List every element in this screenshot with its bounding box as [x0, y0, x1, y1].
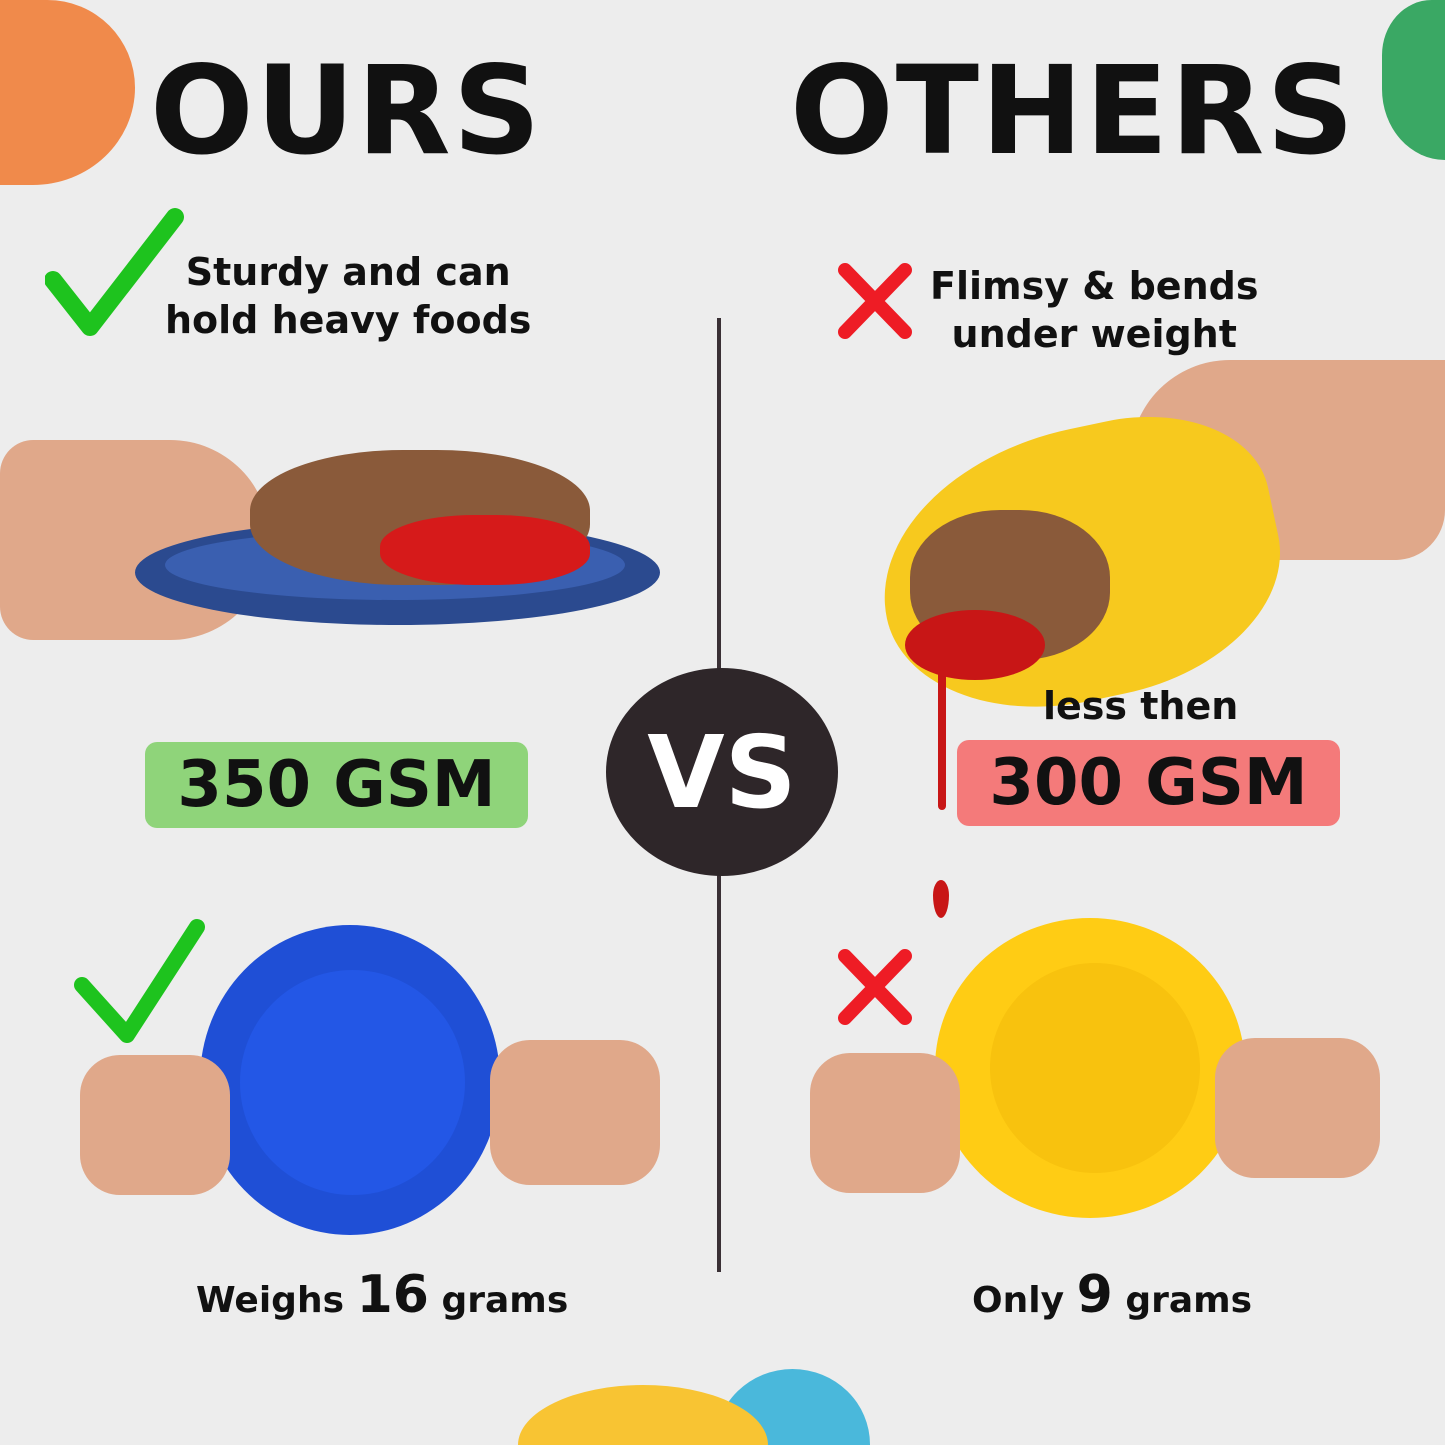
decor-circle-orange	[0, 0, 135, 185]
others-claim: Flimsy & bends under weight	[930, 262, 1258, 358]
others-claim-line1: Flimsy & bends	[930, 264, 1259, 308]
decor-circle-green	[1382, 0, 1445, 160]
ours-gsm-badge: 350 GSM	[145, 742, 528, 828]
ours-heading: OURS	[150, 40, 543, 182]
ours-claim-line1: Sturdy and can	[185, 250, 511, 294]
vs-badge: VS	[606, 668, 838, 876]
others-gsm-badge: 300 GSM	[957, 740, 1340, 826]
others-plate-image	[810, 918, 1380, 1233]
others-weight-prefix: Only	[972, 1280, 1065, 1321]
others-heading: OTHERS	[790, 40, 1357, 182]
ours-weight-prefix: Weighs	[196, 1280, 345, 1321]
ours-claim-line2: hold heavy foods	[165, 298, 532, 342]
ours-weight-value: 16	[356, 1265, 429, 1325]
decor-circle-yellow	[518, 1385, 768, 1445]
others-weight: Only 9 grams	[972, 1265, 1252, 1325]
others-weight-unit: grams	[1125, 1280, 1253, 1321]
ours-food-plate-image	[0, 420, 670, 680]
check-icon	[74, 919, 205, 1043]
check-icon	[45, 208, 184, 336]
cross-icon	[838, 949, 912, 1025]
ours-weight-unit: grams	[441, 1280, 569, 1321]
ours-weight: Weighs 16 grams	[196, 1265, 568, 1325]
others-gsm-prefix: less then	[1043, 684, 1239, 728]
ketchup-drop	[933, 880, 949, 918]
others-claim-line2: under weight	[951, 312, 1237, 356]
vs-label: VS	[647, 713, 797, 831]
others-bent-plate-image	[856, 340, 1445, 810]
divider-bottom	[717, 870, 721, 1272]
ours-claim: Sturdy and can hold heavy foods	[165, 248, 531, 344]
others-weight-value: 9	[1076, 1265, 1113, 1325]
ours-plate-image	[80, 925, 660, 1240]
cross-icon	[838, 263, 912, 339]
divider-top	[717, 318, 721, 678]
